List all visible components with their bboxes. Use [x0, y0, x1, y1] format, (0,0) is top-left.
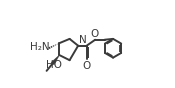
Text: O: O [91, 29, 99, 39]
Text: HO: HO [46, 60, 62, 70]
Polygon shape [51, 55, 60, 65]
Text: N: N [79, 35, 87, 45]
Text: H₂N: H₂N [30, 42, 49, 52]
Text: O: O [83, 61, 91, 71]
